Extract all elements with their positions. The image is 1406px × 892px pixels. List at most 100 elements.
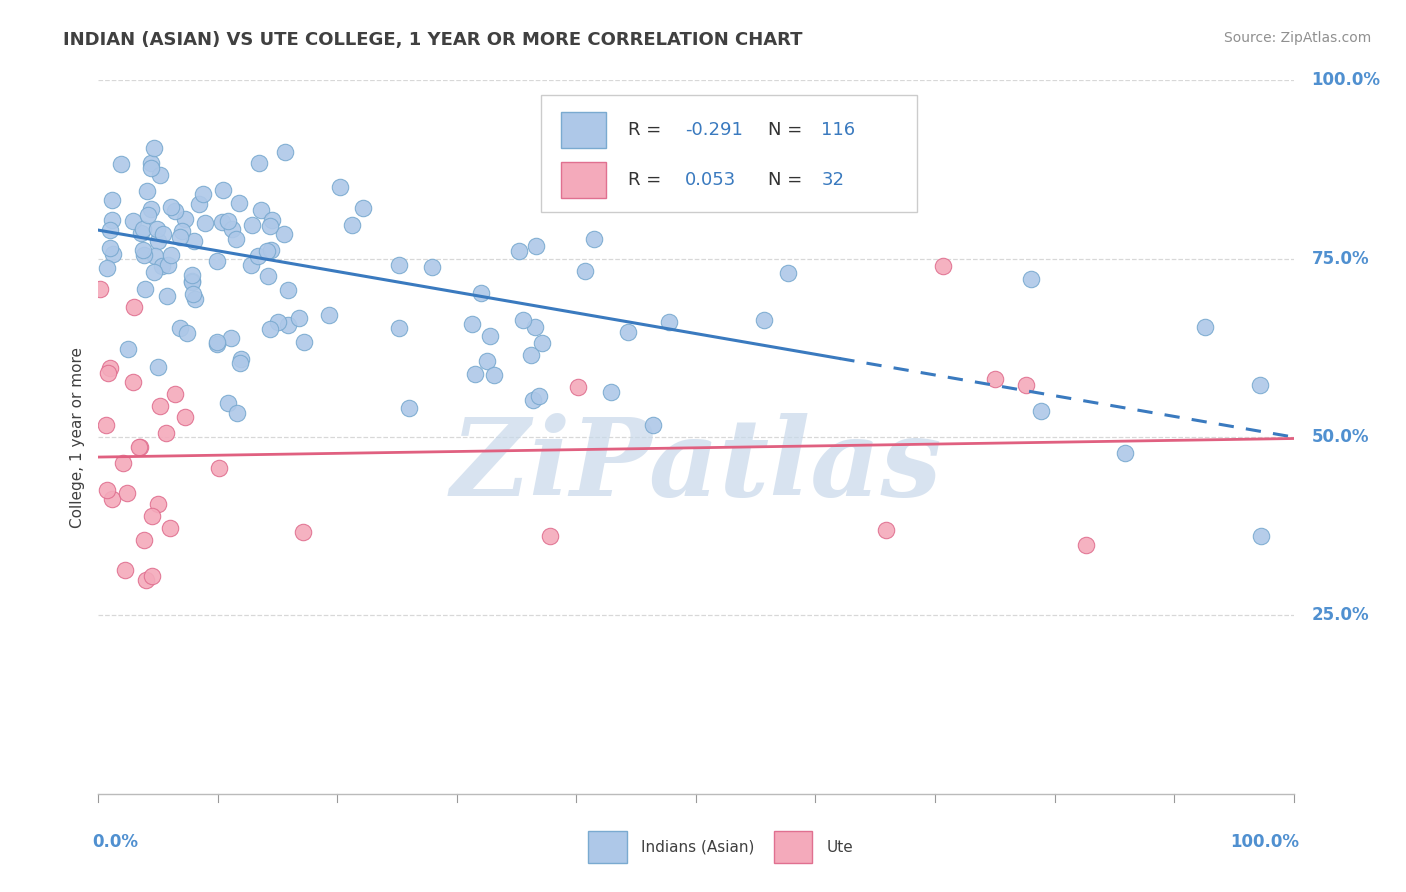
Point: [96, 483, 118, 497]
Point: [181, 268, 204, 283]
Text: -0.291: -0.291: [685, 121, 744, 139]
Point: [141, 156, 163, 170]
Text: Ute: Ute: [827, 840, 853, 855]
Point: [183, 234, 205, 248]
Point: [121, 375, 143, 389]
Point: [149, 399, 172, 413]
Point: [163, 204, 186, 219]
Text: INDIAN (ASIAN) VS UTE COLLEGE, 1 YEAR OR MORE CORRELATION CHART: INDIAN (ASIAN) VS UTE COLLEGE, 1 YEAR OR…: [63, 31, 803, 49]
Point: [181, 286, 204, 301]
Point: [1249, 378, 1271, 392]
FancyBboxPatch shape: [589, 831, 627, 863]
Point: [259, 322, 281, 336]
Text: 32: 32: [821, 171, 845, 189]
Point: [508, 244, 530, 258]
Text: Source: ZipAtlas.com: Source: ZipAtlas.com: [1223, 31, 1371, 45]
Point: [176, 326, 198, 341]
Point: [464, 367, 486, 381]
Point: [422, 260, 444, 275]
Text: N =: N =: [768, 171, 807, 189]
Point: [352, 201, 374, 215]
FancyBboxPatch shape: [773, 831, 811, 863]
Text: 116: 116: [821, 121, 856, 139]
Point: [180, 274, 202, 288]
Point: [194, 217, 217, 231]
Point: [226, 406, 249, 420]
Point: [1015, 378, 1038, 392]
Point: [132, 243, 155, 257]
Point: [478, 329, 501, 343]
Point: [247, 156, 270, 170]
Point: [132, 533, 155, 547]
Point: [229, 356, 252, 370]
Point: [288, 311, 311, 326]
Point: [240, 218, 263, 232]
Point: [617, 326, 640, 340]
Point: [152, 227, 174, 241]
Point: [132, 248, 155, 262]
Point: [159, 521, 181, 535]
Point: [170, 224, 193, 238]
Point: [658, 315, 681, 329]
Point: [538, 529, 561, 543]
Point: [129, 440, 152, 454]
Point: [277, 284, 299, 298]
Point: [523, 319, 546, 334]
Point: [267, 315, 290, 329]
Point: [100, 241, 122, 255]
Y-axis label: College, 1 year or more: College, 1 year or more: [69, 347, 84, 527]
Point: [274, 145, 297, 160]
Point: [121, 213, 143, 227]
Point: [208, 461, 231, 475]
Point: [143, 141, 166, 155]
Point: [132, 221, 155, 235]
Point: [160, 200, 183, 214]
Point: [110, 157, 132, 171]
Point: [641, 417, 664, 432]
Point: [89, 282, 111, 296]
Point: [146, 234, 169, 248]
Point: [277, 318, 299, 332]
Point: [1076, 538, 1098, 552]
Point: [1019, 272, 1042, 286]
Text: 0.0%: 0.0%: [93, 833, 138, 851]
Point: [143, 265, 166, 279]
Point: [225, 232, 247, 246]
Text: 25.0%: 25.0%: [1312, 607, 1369, 624]
Point: [522, 393, 544, 408]
Point: [1250, 529, 1272, 543]
Point: [239, 258, 262, 272]
Point: [146, 359, 169, 374]
Point: [156, 289, 179, 303]
Point: [141, 202, 163, 216]
Point: [599, 384, 621, 399]
Point: [520, 348, 543, 362]
Point: [1194, 319, 1216, 334]
Point: [482, 368, 505, 382]
FancyBboxPatch shape: [541, 95, 917, 212]
Point: [246, 249, 269, 263]
Point: [146, 222, 169, 236]
Point: [167, 59, 190, 73]
Point: [96, 418, 118, 433]
Point: [776, 266, 799, 280]
Text: R =: R =: [628, 171, 666, 189]
Point: [191, 186, 214, 201]
Point: [461, 317, 484, 331]
Point: [983, 372, 1005, 386]
Text: 100.0%: 100.0%: [1312, 71, 1381, 89]
Point: [388, 321, 411, 335]
Point: [160, 248, 183, 262]
Point: [100, 194, 122, 208]
Point: [139, 161, 162, 175]
Point: [97, 366, 120, 380]
Point: [221, 222, 243, 236]
Point: [512, 313, 534, 327]
Point: [169, 320, 191, 334]
Point: [931, 259, 953, 273]
Point: [228, 195, 250, 210]
Point: [524, 238, 547, 252]
Point: [340, 218, 363, 232]
Point: [527, 389, 550, 403]
Text: 50.0%: 50.0%: [1312, 428, 1369, 446]
